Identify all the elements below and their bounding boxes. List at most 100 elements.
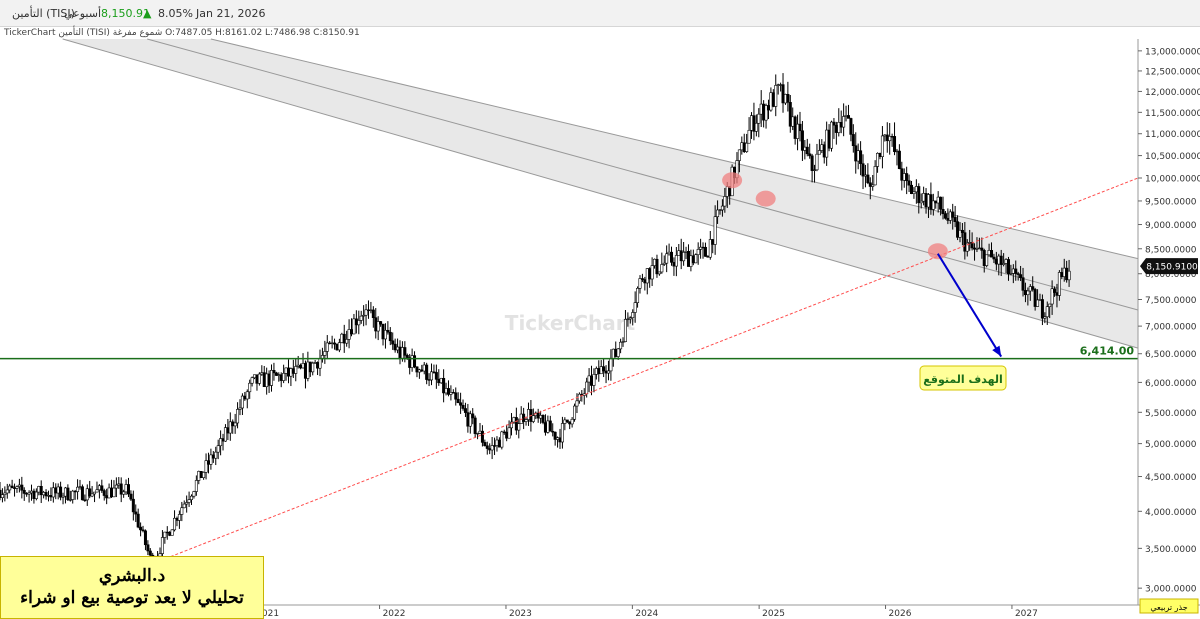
candle-body (1009, 273, 1013, 275)
candle-body (594, 368, 598, 375)
candle-body (13, 487, 17, 489)
candle-body (400, 347, 404, 359)
y-tick-label: 13,000.0000 (1145, 47, 1200, 57)
candle-body (570, 418, 574, 425)
candle-body (107, 487, 111, 499)
candle-body (93, 491, 97, 495)
candle-body (990, 250, 994, 258)
candle-body (328, 342, 332, 345)
disclaimer-text: تحليلي لا يعد توصية بيع او شراء (20, 588, 244, 608)
candle-body (505, 431, 509, 439)
candle-body (233, 422, 237, 427)
symbol-name[interactable]: التأمين (TISI) (12, 7, 75, 20)
candle-body (129, 493, 133, 500)
candle-body (958, 229, 962, 238)
candle-body (262, 372, 266, 388)
candle-body (1006, 259, 1010, 275)
channel-upper[interactable] (210, 38, 1139, 260)
candle-body (873, 166, 877, 186)
candle-body (396, 346, 400, 351)
candle-body (846, 115, 850, 119)
candle-body (507, 427, 511, 439)
channel-lower[interactable] (62, 38, 1139, 349)
candle-body (124, 484, 128, 493)
candle-body (114, 484, 118, 489)
candle-body (670, 251, 674, 263)
candle-body (817, 150, 821, 155)
candle-body (781, 84, 785, 104)
candle-body (289, 368, 293, 377)
candle-body (764, 105, 768, 121)
channel-middle[interactable] (147, 38, 1139, 311)
candle-body (614, 348, 618, 357)
candle-body (126, 484, 130, 495)
candle-body (837, 122, 841, 133)
candle-body (832, 121, 836, 126)
candle-body (800, 130, 804, 151)
y-tick-label: 4,500.0000 (1145, 473, 1197, 483)
candle-body (427, 379, 431, 381)
candle-body (684, 250, 688, 253)
candle-body (890, 136, 894, 138)
candle-body (286, 367, 290, 377)
candle-body (497, 439, 501, 448)
candle-body (701, 246, 705, 249)
candle-body (240, 395, 244, 409)
candle-body (1002, 263, 1006, 265)
candle-body (716, 209, 720, 218)
candle-body (619, 341, 623, 350)
candle-body (1045, 306, 1049, 318)
marker-circle (722, 172, 743, 189)
candle-body (575, 400, 579, 407)
scale-label[interactable]: جذر تربيعي (1150, 603, 1187, 612)
candle-body (849, 118, 853, 135)
candle-body (8, 485, 12, 491)
candle-body (95, 489, 99, 493)
candle-body (917, 186, 921, 204)
candle-body (953, 217, 957, 222)
candle-body (536, 412, 540, 419)
candle-body (597, 368, 601, 375)
candle-body (548, 420, 552, 432)
candle-body (672, 262, 676, 267)
period-label[interactable]: أسبوعي (64, 7, 102, 20)
candle-body (553, 431, 557, 440)
candle-body (238, 407, 242, 410)
x-tick-label: 2022 (383, 609, 406, 619)
y-tick-label: 7,500.0000 (1145, 296, 1197, 306)
candle-body (851, 134, 855, 147)
candle-body (963, 232, 967, 252)
candle-body (22, 489, 26, 494)
candle-body (1019, 274, 1023, 278)
candle-body (500, 431, 504, 448)
candle-body (202, 472, 206, 478)
candle-body (97, 485, 101, 491)
y-tick-label: 9,500.0000 (1145, 197, 1197, 207)
candle-body (359, 315, 363, 321)
scale-button[interactable] (1139, 598, 1199, 614)
candle-body (694, 254, 698, 264)
candle-body (677, 250, 681, 256)
candle-body (662, 262, 666, 265)
candle-body (459, 402, 463, 406)
candle-body (410, 355, 414, 368)
candle-body (910, 184, 914, 194)
candle-body (112, 487, 116, 498)
candle-body (900, 168, 904, 181)
candle-body (170, 529, 174, 536)
candle-body (863, 174, 867, 177)
candle-body (616, 348, 620, 357)
candle-body (599, 366, 603, 375)
candle-body (939, 196, 943, 210)
candle-body (291, 368, 295, 374)
candle-body (313, 362, 317, 364)
candle-body (1048, 303, 1052, 308)
candle-body (253, 374, 257, 379)
candle-body (968, 242, 972, 244)
candle-body (936, 196, 940, 204)
candle-body (102, 490, 106, 496)
candle-body (42, 492, 46, 496)
support-trendline[interactable] (151, 177, 1139, 565)
candle-body (1055, 292, 1059, 296)
